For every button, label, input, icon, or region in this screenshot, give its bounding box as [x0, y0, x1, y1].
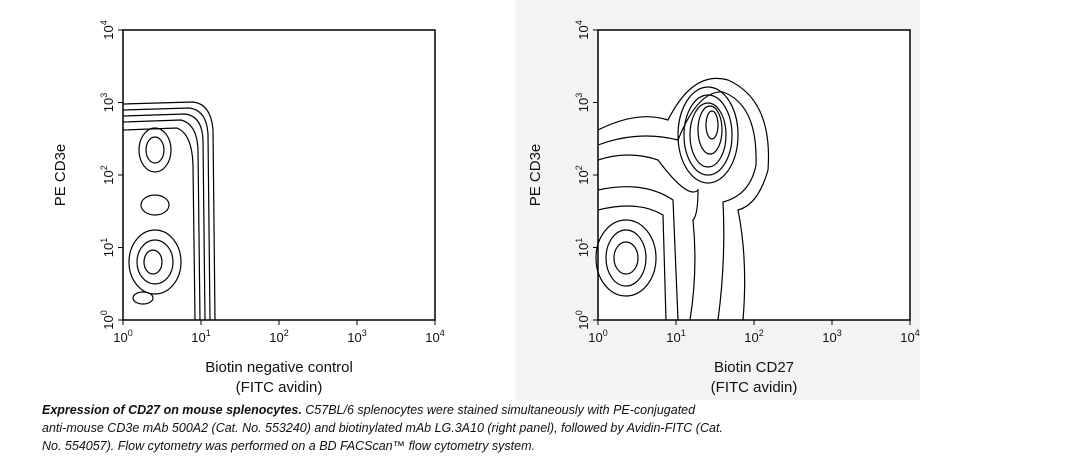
x-tick-label: 101: [191, 328, 210, 345]
tick-base: 10: [269, 330, 283, 345]
tick-base: 10: [101, 25, 116, 39]
x-tick-label: 103: [822, 328, 841, 345]
x-axis-label: (FITC avidin): [711, 379, 798, 396]
x-tick-label: 103: [347, 328, 366, 345]
tick-exponent: 2: [574, 165, 584, 170]
tick-exponent: 2: [759, 328, 764, 338]
tick-base: 10: [576, 243, 591, 257]
x-tick-label: 101: [666, 328, 685, 345]
tick-exponent: 0: [99, 310, 109, 315]
tick-base: 10: [576, 25, 591, 39]
x-axis-label: (FITC avidin): [236, 379, 323, 396]
plot-frame: [597, 29, 911, 321]
x-tick-label: 102: [744, 328, 763, 345]
tick-exponent: 1: [574, 238, 584, 243]
tick-base: 10: [101, 170, 116, 184]
y-tick-label: 103: [574, 93, 591, 112]
tick-base: 10: [576, 315, 591, 329]
tick-exponent: 4: [99, 20, 109, 25]
y-tick-label: 100: [99, 310, 116, 329]
y-tick-label: 101: [574, 238, 591, 257]
caption-text: C57BL/6 splenocytes were stained simulta…: [302, 403, 696, 417]
tick-exponent: 1: [99, 238, 109, 243]
tick-exponent: 2: [284, 328, 289, 338]
tick-exponent: 4: [574, 20, 584, 25]
y-tick-label: 101: [99, 238, 116, 257]
tick-exponent: 3: [362, 328, 367, 338]
contours: [595, 77, 770, 321]
y-tick-label: 100: [574, 310, 591, 329]
tick-base: 10: [347, 330, 361, 345]
x-tick-label: 100: [113, 328, 132, 345]
tick-exponent: 1: [681, 328, 686, 338]
tick-base: 10: [900, 330, 914, 345]
tick-base: 10: [744, 330, 758, 345]
tick-base: 10: [101, 315, 116, 329]
tick-exponent: 3: [99, 93, 109, 98]
tick-base: 10: [822, 330, 836, 345]
y-tick-label: 102: [99, 165, 116, 184]
caption-line: anti-mouse CD3e mAb 500A2 (Cat. No. 5532…: [42, 421, 723, 435]
tick-exponent: 1: [206, 328, 211, 338]
tick-base: 10: [576, 98, 591, 112]
contours: [122, 101, 216, 321]
tick-base: 10: [191, 330, 205, 345]
x-axis-label: Biotin negative control: [205, 359, 353, 376]
caption-title: Expression of CD27 on mouse splenocytes.: [42, 403, 302, 417]
tick-exponent: 0: [128, 328, 133, 338]
tick-base: 10: [588, 330, 602, 345]
caption-line: No. 554057). Flow cytometry was performe…: [42, 439, 535, 453]
tick-exponent: 3: [574, 93, 584, 98]
plot-frame: [122, 29, 436, 321]
x-axis-label: Biotin CD27: [714, 359, 794, 376]
y-tick-label: 103: [99, 93, 116, 112]
tick-base: 10: [101, 98, 116, 112]
tick-exponent: 4: [440, 328, 445, 338]
tick-exponent: 4: [915, 328, 920, 338]
y-axis-label: PE CD3e: [52, 144, 69, 207]
tick-exponent: 0: [574, 310, 584, 315]
tick-exponent: 0: [603, 328, 608, 338]
y-tick-label: 104: [99, 20, 116, 39]
x-tick-label: 102: [269, 328, 288, 345]
tick-base: 10: [576, 170, 591, 184]
tick-base: 10: [425, 330, 439, 345]
tick-base: 10: [101, 243, 116, 257]
y-tick-label: 102: [574, 165, 591, 184]
y-tick-label: 104: [574, 20, 591, 39]
tick-base: 10: [666, 330, 680, 345]
tick-exponent: 2: [99, 165, 109, 170]
x-tick-label: 104: [425, 328, 444, 345]
tick-exponent: 3: [837, 328, 842, 338]
x-tick-label: 100: [588, 328, 607, 345]
caption-line: Expression of CD27 on mouse splenocytes.…: [42, 403, 696, 417]
tick-base: 10: [113, 330, 127, 345]
x-tick-label: 104: [900, 328, 919, 345]
y-axis-label: PE CD3e: [527, 144, 544, 207]
